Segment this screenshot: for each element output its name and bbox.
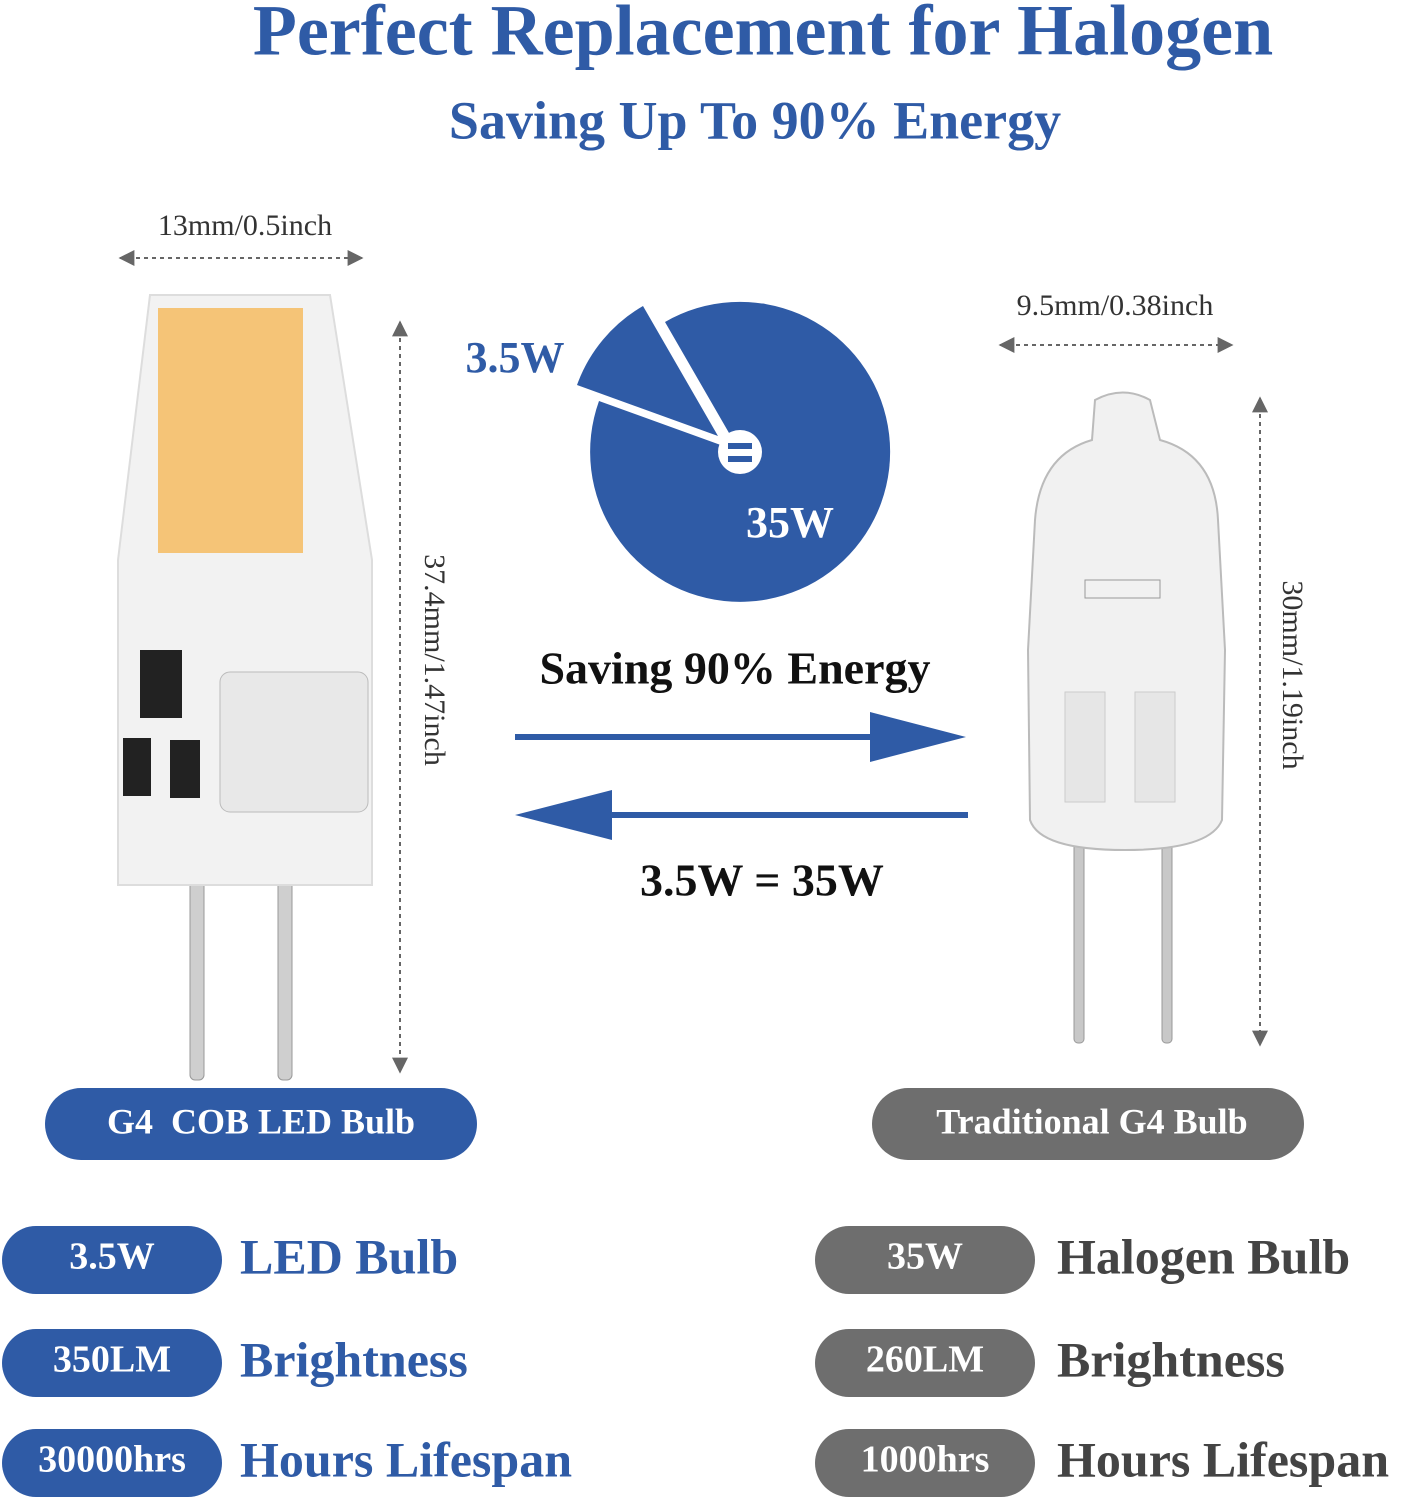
spec-value: 35W [887,1236,963,1278]
led-width: 13mm/0.5inch [158,209,332,242]
subtitle: Saving Up To 90% Energy [449,90,1061,150]
halogen-badge: Traditional G4 Bulb [936,1101,1247,1141]
badge [872,1088,1304,1160]
spec-label: LED Bulb [240,1228,458,1284]
pie-large-label: 35W [746,498,834,547]
spec-label: Brightness [240,1331,468,1387]
halogen-height: 30mm/1.19inch [1276,580,1309,769]
specs: 3.5W LED Bulb 350LM Brightness 30000hrs Hours… [2,1226,1389,1497]
badge [45,1088,477,1160]
spec-label: Halogen Bulb [1057,1228,1350,1284]
led-height: 37.4mm/1.47inch [418,554,451,766]
spec-value: 1000hrs [861,1439,990,1481]
spec-value: 260LM [866,1339,984,1381]
spec-label: Brightness [1057,1331,1285,1387]
arrow-head [870,712,966,762]
equation: 3.5W = 35W [640,855,884,906]
halogen-bulb [1026,391,1227,1044]
equals-circle [718,430,762,474]
spec-pill [815,1429,1035,1497]
led-bulb [117,294,373,1081]
spec-value: 3.5W [69,1236,155,1278]
spec-pill [2,1226,222,1294]
led-badge: G4 COB LED Bulb [107,1101,415,1141]
spec-pill [815,1329,1035,1397]
spec-value: 30000hrs [38,1439,186,1481]
equals-bar [728,456,752,462]
pie-small-label: 3.5W [466,333,565,382]
spec-pill [2,1429,222,1497]
spec-value: 350LM [53,1339,171,1381]
title: Perfect Replacement for Halogen [253,0,1273,71]
spec-pill [2,1329,222,1397]
halogen-width: 9.5mm/0.38inch [1017,289,1214,322]
equals-bar [728,443,752,449]
spec-pill [815,1226,1035,1294]
arrow-head [515,790,612,840]
caption: Saving 90% Energy [539,643,930,694]
spec-label: Hours Lifespan [240,1431,572,1487]
pie-small [577,306,718,436]
spec-label: Hours Lifespan [1057,1431,1389,1487]
